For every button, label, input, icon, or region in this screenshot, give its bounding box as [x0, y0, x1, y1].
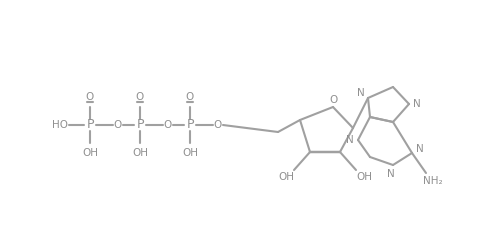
Text: OH: OH: [278, 172, 294, 182]
Text: O: O: [186, 92, 194, 102]
Text: N: N: [413, 99, 421, 109]
Text: NH₂: NH₂: [423, 176, 443, 186]
Text: P: P: [86, 118, 94, 132]
Text: OH: OH: [356, 172, 372, 182]
Text: O: O: [164, 120, 172, 130]
Text: P: P: [136, 118, 144, 132]
Text: O: O: [214, 120, 222, 130]
Text: OH: OH: [82, 148, 98, 158]
Text: P: P: [186, 118, 194, 132]
Text: O: O: [86, 92, 94, 102]
Text: N: N: [387, 169, 395, 179]
Text: N: N: [346, 135, 354, 145]
Text: HO: HO: [52, 120, 68, 130]
Text: N: N: [357, 88, 365, 98]
Text: N: N: [416, 144, 424, 154]
Text: O: O: [136, 92, 144, 102]
Text: O: O: [330, 95, 338, 105]
Text: OH: OH: [132, 148, 148, 158]
Text: OH: OH: [182, 148, 198, 158]
Text: O: O: [114, 120, 122, 130]
